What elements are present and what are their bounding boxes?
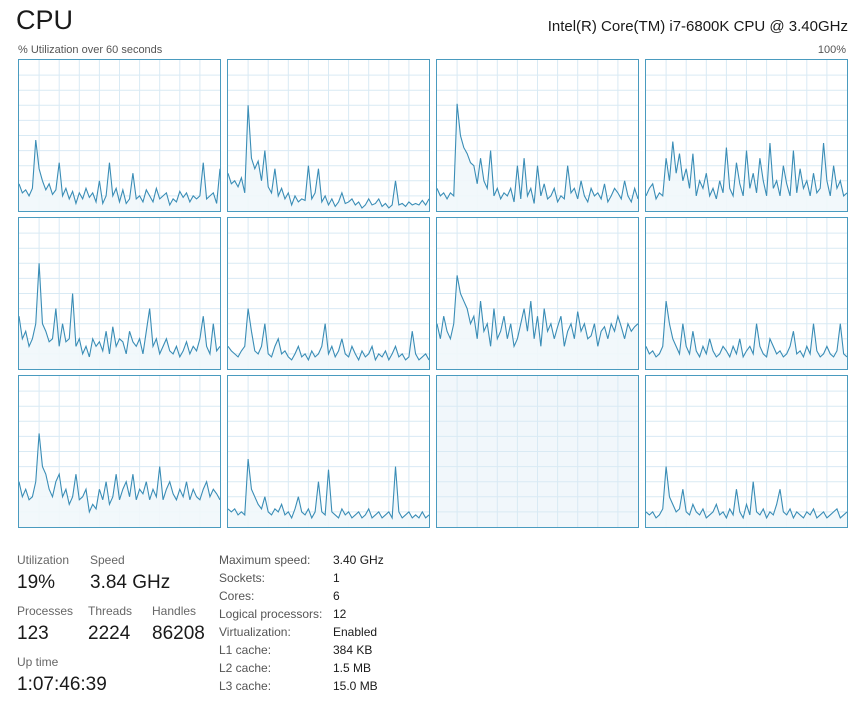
- uptime-stat: Up time 1:07:46:39: [17, 655, 107, 696]
- processes-label: Processes: [17, 604, 74, 618]
- utilization-area: [19, 140, 220, 211]
- core-graph-plot: [437, 376, 638, 527]
- utilization-label: Utilization: [17, 553, 70, 567]
- processes-stat: Processes 123: [17, 604, 73, 645]
- core-graph-plot: [19, 376, 220, 527]
- spec-key: L3 cache:: [219, 679, 272, 693]
- spec-value: 384 KB: [333, 643, 373, 657]
- core-graph[interactable]: [436, 217, 639, 370]
- spec-row: L3 cache: 15.0 MB: [219, 677, 384, 695]
- graph-max-label: 100%: [817, 44, 846, 56]
- logical-processor-graphs[interactable]: [18, 59, 848, 528]
- spec-key: Cores:: [219, 589, 255, 603]
- handles-value: 86208: [152, 623, 205, 644]
- core-graph-plot: [228, 60, 429, 211]
- utilization-stat: Utilization 19%: [17, 553, 69, 594]
- core-graph-plot: [646, 376, 847, 527]
- spec-value: 6: [333, 589, 340, 603]
- utilization-area: [646, 141, 847, 211]
- threads-value: 2224: [88, 623, 131, 644]
- utilization-value: 19%: [17, 572, 56, 593]
- core-graph[interactable]: [18, 217, 221, 370]
- utilization-line: [646, 466, 847, 520]
- utilization-line: [228, 308, 429, 362]
- utilization-line: [19, 433, 220, 514]
- spec-row: L2 cache: 1.5 MB: [219, 659, 384, 677]
- spec-key: Virtualization:: [219, 625, 291, 639]
- cpu-model-name: Intel(R) Core(TM) i7-6800K CPU @ 3.40GHz: [547, 18, 848, 35]
- core-graph-plot: [19, 218, 220, 369]
- core-graph[interactable]: [227, 375, 430, 528]
- core-graph[interactable]: [227, 217, 430, 370]
- spec-row: Maximum speed: 3.40 GHz: [219, 551, 384, 569]
- handles-stat: Handles 86208: [152, 604, 205, 645]
- graph-axis-label: % Utilization over 60 seconds: [18, 44, 163, 56]
- core-graph-plot: [646, 60, 847, 211]
- spec-value: 1.5 MB: [333, 661, 372, 675]
- spec-key: Maximum speed:: [219, 553, 311, 567]
- utilization-area: [19, 263, 220, 369]
- spec-value: 1: [333, 571, 340, 585]
- core-graph[interactable]: [645, 59, 848, 212]
- threads-stat: Threads 2224: [88, 604, 132, 645]
- speed-stat: Speed 3.84 GHz: [90, 553, 170, 594]
- spec-key: L1 cache:: [219, 643, 272, 657]
- spec-row: Logical processors: 12: [219, 605, 384, 623]
- spec-value: 15.0 MB: [333, 679, 378, 693]
- utilization-line: [228, 105, 429, 209]
- spec-row: L1 cache: 384 KB: [219, 641, 384, 659]
- spec-key: L2 cache:: [219, 661, 272, 675]
- processes-value: 123: [17, 623, 49, 644]
- spec-value: 3.40 GHz: [333, 553, 384, 567]
- core-graph-plot: [228, 376, 429, 527]
- spec-key: Sockets:: [219, 571, 266, 585]
- utilization-line: [646, 300, 847, 359]
- spec-value: Enabled: [333, 625, 378, 639]
- utilization-line: [19, 139, 220, 207]
- core-graph[interactable]: [645, 217, 848, 370]
- spec-row: Cores: 6: [219, 587, 384, 605]
- core-graph-plot: [646, 218, 847, 369]
- utilization-area: [228, 459, 429, 527]
- utilization-area: [437, 275, 638, 369]
- core-graph[interactable]: [227, 59, 430, 212]
- utilization-line: [437, 275, 638, 349]
- cpu-specs-table: Maximum speed: 3.40 GHz Sockets: 1 Cores: 6…: [219, 551, 384, 695]
- core-graph-plot: [19, 60, 220, 211]
- core-graph[interactable]: [645, 375, 848, 528]
- spec-value: 12: [333, 607, 347, 621]
- core-graph-plot: [228, 218, 429, 369]
- spec-row: Virtualization: Enabled: [219, 623, 384, 641]
- core-graph[interactable]: [18, 59, 221, 212]
- core-graph[interactable]: [436, 375, 639, 528]
- spec-row: Sockets: 1: [219, 569, 384, 587]
- core-graph-plot: [437, 60, 638, 211]
- speed-label: Speed: [90, 553, 125, 567]
- speed-value: 3.84 GHz: [90, 572, 171, 593]
- utilization-line: [437, 103, 638, 204]
- core-graph[interactable]: [436, 59, 639, 212]
- spec-key: Logical processors:: [219, 607, 323, 621]
- utilization-line: [19, 263, 220, 359]
- threads-label: Threads: [88, 604, 133, 618]
- utilization-line: [646, 141, 847, 201]
- core-graph-plot: [437, 218, 638, 369]
- page-title: CPU: [16, 5, 74, 35]
- handles-label: Handles: [152, 604, 197, 618]
- utilization-area: [19, 433, 220, 527]
- utilization-line: [228, 458, 429, 520]
- uptime-value: 1:07:46:39: [17, 674, 107, 695]
- core-graph[interactable]: [18, 375, 221, 528]
- uptime-label: Up time: [17, 655, 59, 669]
